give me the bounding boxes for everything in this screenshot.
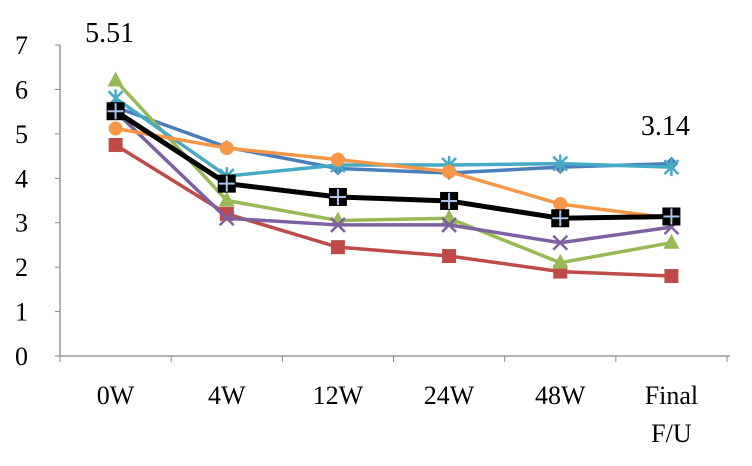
data-point-triangle bbox=[218, 191, 235, 207]
data-point-square bbox=[442, 249, 457, 264]
y-tick-label: 3 bbox=[15, 209, 28, 238]
x-tick-label: 12W bbox=[313, 381, 364, 410]
x-tick-label: 4W bbox=[208, 381, 246, 410]
y-tick-label: 6 bbox=[15, 75, 28, 104]
data-point-circle bbox=[330, 152, 345, 167]
x-tick-label: 24W bbox=[424, 381, 475, 410]
data-point-plus bbox=[218, 175, 235, 192]
data-point-plus bbox=[552, 210, 569, 227]
y-tick-label: 7 bbox=[15, 31, 28, 60]
x-tick-label: Final bbox=[645, 381, 698, 410]
data-point-square bbox=[330, 240, 345, 255]
series-line bbox=[115, 126, 672, 221]
x-tick-label: F/U bbox=[651, 419, 692, 448]
data-point-square bbox=[108, 137, 123, 152]
data-point-x bbox=[552, 234, 569, 251]
data-point-plus bbox=[329, 188, 346, 205]
data-point-triangle bbox=[552, 253, 569, 269]
x-tick-label: 48W bbox=[535, 381, 586, 410]
data-point-star bbox=[552, 154, 569, 173]
data-point-triangle bbox=[329, 211, 346, 227]
x-tick-label: 0W bbox=[97, 381, 135, 410]
series-line bbox=[114, 110, 672, 245]
data-point-x bbox=[441, 217, 457, 233]
data-point-circle bbox=[553, 197, 568, 212]
y-tick-label: 5 bbox=[15, 120, 28, 149]
series-line bbox=[114, 109, 672, 221]
data-point-x bbox=[218, 210, 235, 227]
data-point-x bbox=[330, 217, 346, 233]
data-point-star bbox=[663, 158, 680, 177]
data-point-circle bbox=[108, 121, 123, 136]
data-point-circle bbox=[219, 141, 234, 156]
data-point-triangle bbox=[107, 71, 124, 87]
data-point-plus bbox=[663, 208, 680, 225]
data-point-plus bbox=[107, 103, 124, 120]
y-tick-label: 4 bbox=[15, 164, 28, 193]
data-point-plus bbox=[441, 192, 458, 209]
series-line bbox=[114, 105, 672, 175]
data-point-circle bbox=[442, 164, 457, 179]
y-tick-label: 1 bbox=[15, 298, 28, 327]
data-point-triangle bbox=[663, 233, 680, 249]
series-line bbox=[114, 79, 672, 265]
data-label: 3.14 bbox=[641, 111, 690, 142]
y-tick-label: 2 bbox=[15, 253, 28, 282]
y-tick-label: 0 bbox=[15, 342, 28, 371]
data-point-square bbox=[664, 269, 679, 284]
data-label: 5.51 bbox=[85, 18, 134, 49]
